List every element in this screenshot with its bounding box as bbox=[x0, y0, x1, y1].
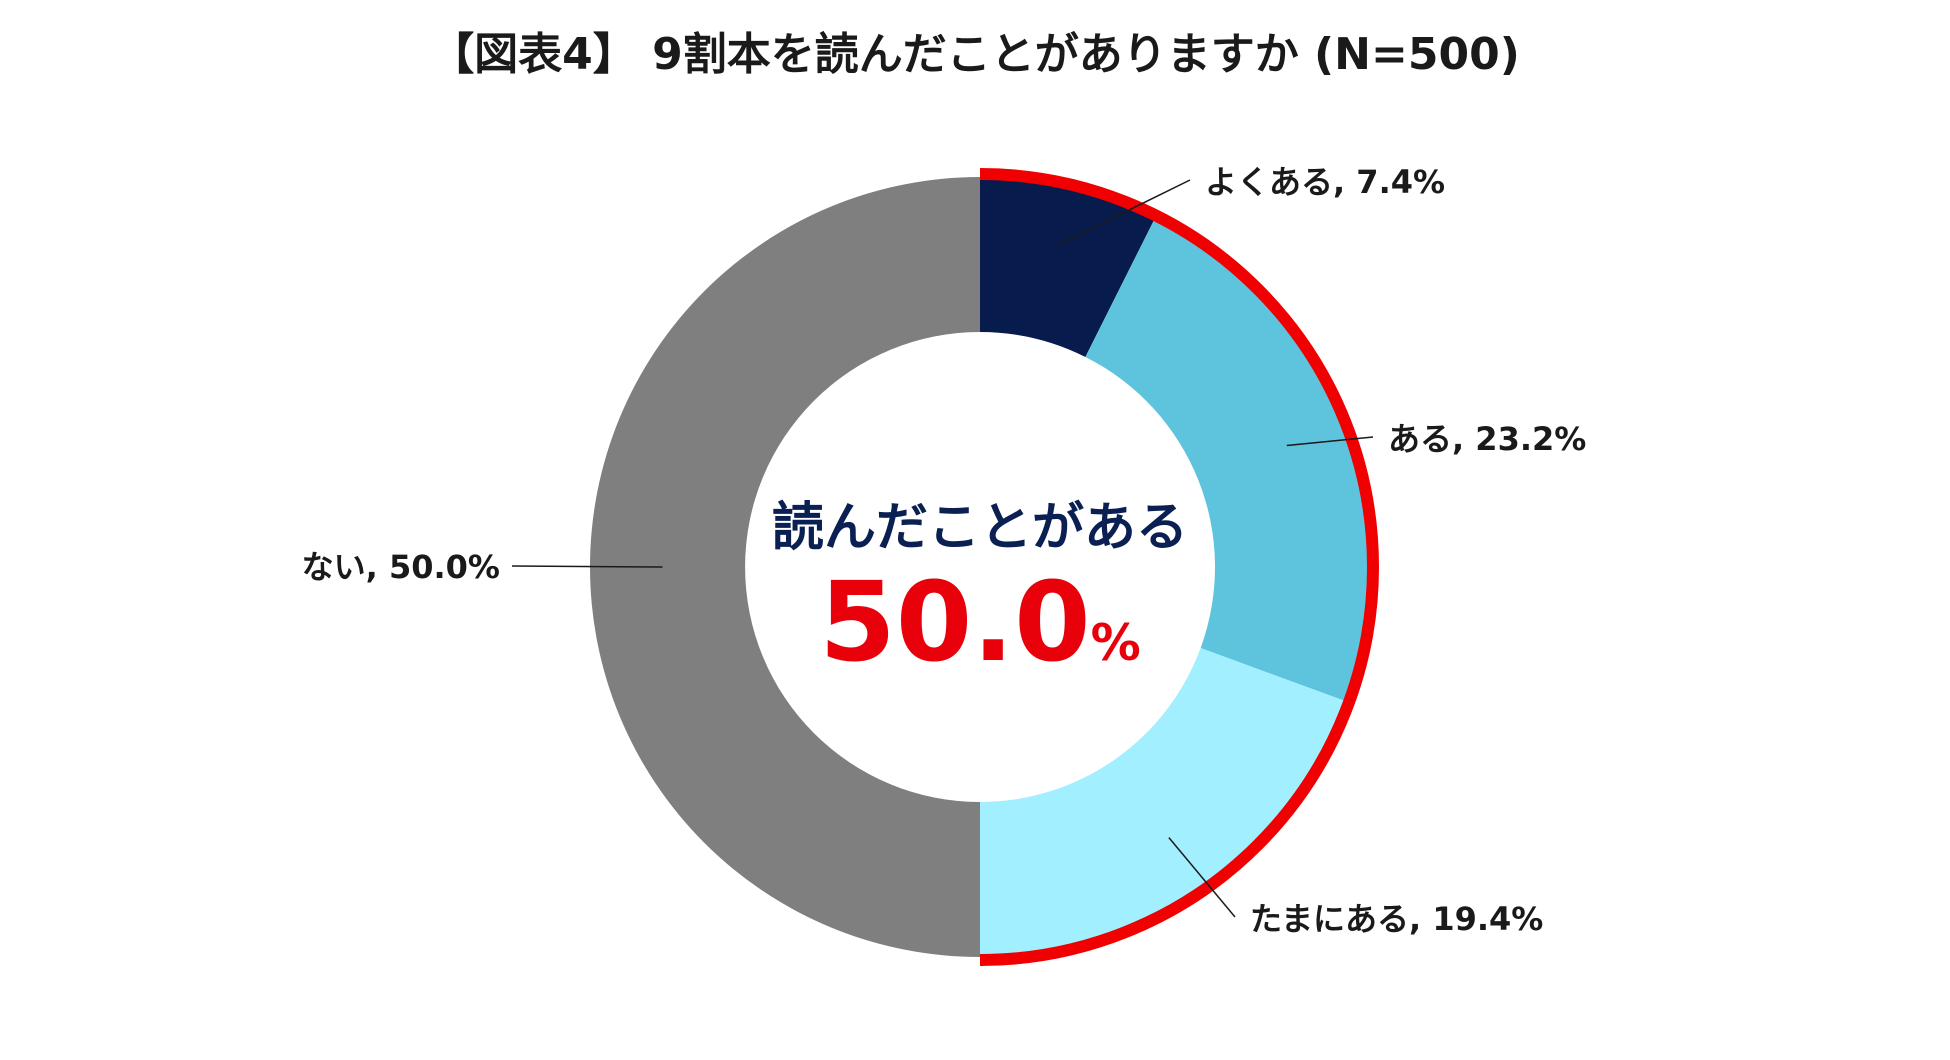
leader-line-0 bbox=[1055, 179, 1191, 247]
slice-1 bbox=[1085, 218, 1371, 702]
center-caption: 読んだことがある bbox=[772, 498, 1188, 558]
center-value-unit: % bbox=[1091, 614, 1141, 672]
center-value-number: 50.0 bbox=[819, 558, 1090, 686]
leader-line-1 bbox=[1286, 436, 1374, 447]
slice-label-3: ない, 50.0% bbox=[302, 548, 500, 586]
chart-title: 【図表4】 9割本を読んだことがありますか (N=500) bbox=[430, 29, 1520, 80]
leader-line-3 bbox=[511, 565, 663, 568]
center-value: 50.0% bbox=[819, 558, 1141, 686]
slice-label-2: たまにある, 19.4% bbox=[1250, 900, 1543, 938]
slice-label-1: ある, 23.2% bbox=[1388, 420, 1586, 458]
slice-labels: よくある, 7.4% ある, 23.2% たまにある, 19.4% ない, 50.0% bbox=[302, 163, 1587, 938]
donut-slices bbox=[590, 177, 1371, 957]
slice-2 bbox=[980, 647, 1347, 957]
slice-0 bbox=[980, 177, 1155, 357]
leader-line-2 bbox=[1168, 837, 1236, 918]
highlight-ring bbox=[979, 168, 1379, 966]
slice-label-0: よくある, 7.4% bbox=[1205, 163, 1445, 201]
slice-3 bbox=[590, 177, 980, 957]
